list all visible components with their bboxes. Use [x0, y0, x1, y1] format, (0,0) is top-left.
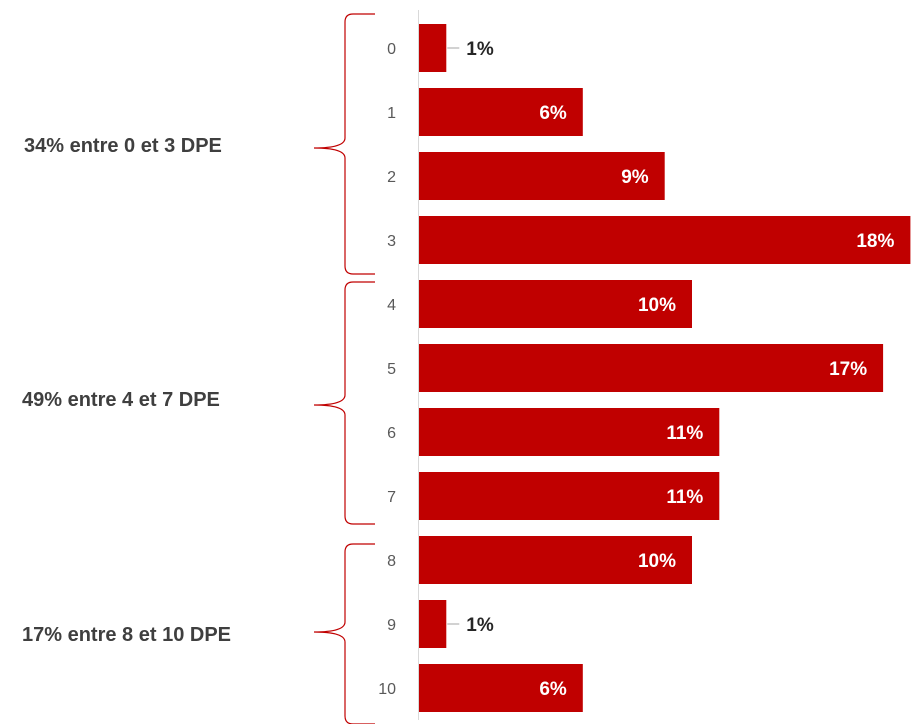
tick-label-1: 1 — [387, 105, 396, 122]
tick-label-5: 5 — [387, 361, 396, 378]
tick-label-7: 7 — [387, 489, 396, 506]
group-bracket-4-7 — [313, 281, 375, 525]
data-label-4: 10% — [638, 295, 676, 316]
tick-label-3: 3 — [387, 233, 396, 250]
bar-2 — [419, 152, 665, 200]
tick-label-0: 0 — [387, 41, 396, 58]
bar-8 — [419, 536, 692, 584]
bar-9 — [419, 600, 447, 648]
group-bracket-0-3 — [313, 13, 375, 275]
data-label-2: 9% — [621, 167, 649, 188]
tick-label-4: 4 — [387, 297, 396, 314]
data-label-7: 11% — [666, 487, 703, 508]
group-label-0-3: 34% entre 0 et 3 DPE — [24, 135, 222, 157]
data-label-6: 11% — [666, 423, 703, 444]
data-label-8: 10% — [638, 551, 676, 572]
data-label-0: 1% — [466, 39, 494, 60]
group-label-8-10: 17% entre 8 et 10 DPE — [22, 624, 231, 646]
bar-7 — [419, 472, 720, 520]
bar-6 — [419, 408, 720, 456]
bar-5 — [419, 344, 884, 392]
group-label-4-7: 49% entre 4 et 7 DPE — [22, 389, 220, 411]
tick-label-9: 9 — [387, 617, 396, 634]
bar-1 — [419, 88, 583, 136]
data-label-10: 6% — [539, 679, 567, 700]
data-label-1: 6% — [539, 103, 567, 124]
group-bracket-8-10 — [313, 543, 375, 724]
bar-0 — [419, 24, 447, 72]
data-label-3: 18% — [856, 231, 894, 252]
tick-label-2: 2 — [387, 169, 396, 186]
tick-label-6: 6 — [387, 425, 396, 442]
tick-label-8: 8 — [387, 553, 396, 570]
bar-10 — [419, 664, 583, 712]
tick-label-10: 10 — [378, 681, 396, 698]
data-label-9: 1% — [466, 615, 494, 636]
bar-4 — [419, 280, 692, 328]
data-label-5: 17% — [829, 359, 867, 380]
bar-3 — [419, 216, 911, 264]
